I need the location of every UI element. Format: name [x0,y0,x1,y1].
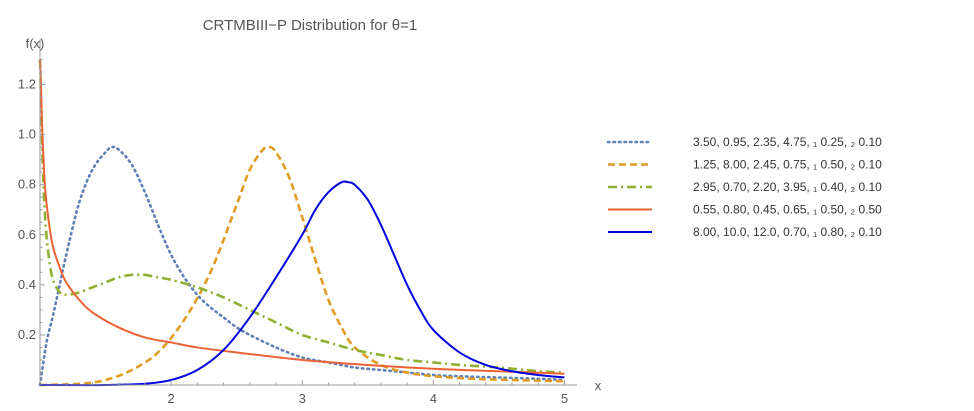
x-tick-label: 3 [299,391,306,406]
series-line-5 [39,180,565,387]
y-tick-label: 0.8 [18,177,36,192]
y-tick-label: 0.6 [18,227,36,242]
y-axis-label: f(x) [26,36,45,51]
x-axis-label: x [595,378,602,393]
legend: 3.50, 0.95, 2.35, 4.75, ₁ 0.25, ₂ 0.10 1.… [606,135,882,239]
y-tick-label: 1.2 [18,77,36,92]
series-line-1 [38,145,566,387]
x-tick-label: 2 [167,391,174,406]
y-tick-label: 1.0 [18,127,36,142]
plot-area [38,59,566,387]
series-line-4 [39,59,565,375]
legend-label-1: 3.50, 0.95, 2.35, 4.75, ₁ 0.25, ₂ 0.10 [693,135,882,149]
legend-label-3: 2.95, 0.70, 2.20, 3.95, ₁ 0.40, ₂ 0.10 [693,180,882,194]
y-axis: 0.2 0.4 0.6 0.8 1.0 1.2 [18,40,45,385]
series-line-2 [39,145,565,387]
x-tick-label: 5 [561,391,568,406]
legend-label-4: 0.55, 0.80, 0.45, 0.65, ₁ 0.50, ₂ 0.50 [693,203,882,217]
chart-title: CRTMBIII−P Distribution for θ=1 [203,17,418,34]
x-axis: 2 3 4 5 [40,380,577,406]
legend-label-2: 1.25, 8.00, 2.45, 0.75, ₁ 0.50, ₂ 0.10 [693,158,882,172]
y-tick-label: 0.2 [18,327,36,342]
x-tick-label: 4 [430,391,437,406]
series-line-3 [38,59,565,374]
y-tick-label: 0.4 [18,277,36,292]
legend-label-5: 8.00, 10.0, 12.0, 0.70, ₁ 0.80, ₂ 0.10 [693,225,882,239]
